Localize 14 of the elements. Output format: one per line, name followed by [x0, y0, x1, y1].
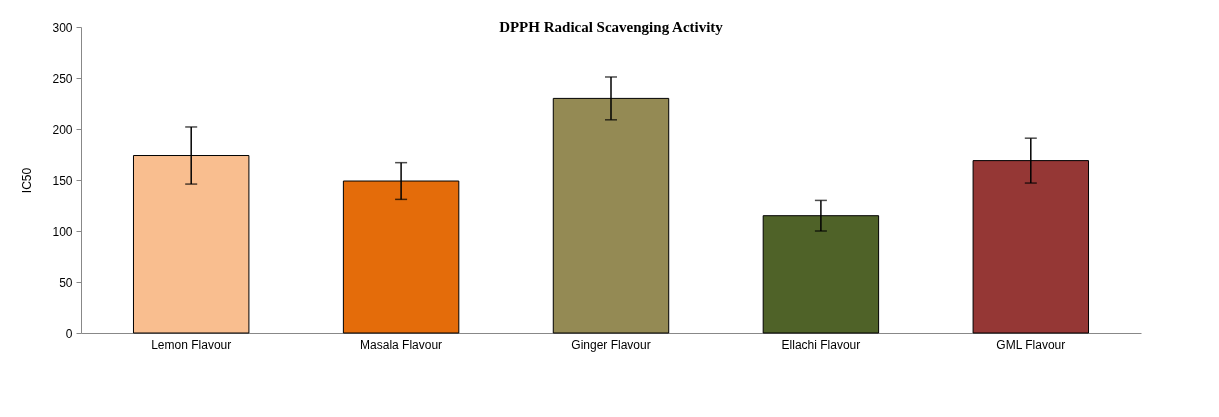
x-tick-label: Masala Flavour — [360, 337, 443, 352]
x-tick-label: Ellachi Flavour — [781, 337, 861, 352]
y-tick-label: 200 — [52, 122, 73, 137]
y-tick-label: 300 — [52, 20, 73, 35]
x-tick-label: Ginger Flavour — [571, 337, 651, 352]
y-tick-label: 50 — [59, 275, 73, 290]
y-tick-label: 0 — [65, 326, 73, 341]
y-axis-title: IC50 — [20, 167, 35, 194]
x-tick-label: GML Flavour — [996, 337, 1066, 352]
x-tick-label: Lemon Flavour — [151, 337, 232, 352]
y-tick-label: 250 — [52, 71, 73, 86]
y-tick-label: 150 — [52, 173, 73, 188]
chart-title: DPPH Radical Scavenging Activity — [499, 19, 724, 35]
y-tick-label: 100 — [52, 224, 73, 239]
